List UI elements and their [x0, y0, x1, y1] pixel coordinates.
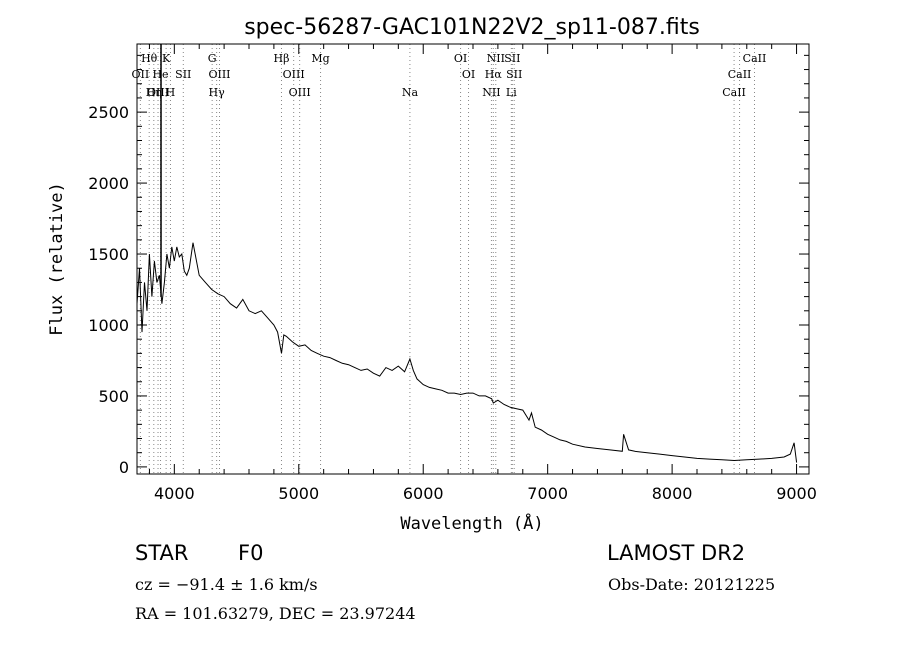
marker-label-3: Hβ: [274, 52, 290, 65]
marker-label-15: Hα: [485, 68, 503, 81]
redshift-text: cz = −91.4 ± 1.6 km/s: [135, 575, 318, 594]
marker-label-7: SII: [504, 52, 520, 65]
y-tick-label-0: 0: [119, 458, 129, 477]
marker-label-9: OII: [132, 68, 150, 81]
marker-label-0: Hθ: [141, 52, 158, 65]
plot-frame: [136, 43, 810, 475]
marker-label-2: G: [208, 52, 217, 65]
y-tick-label-1000: 1000: [88, 316, 129, 335]
obs-date-text: Obs-Date: 20121225: [608, 575, 776, 594]
line-markers: [139, 44, 755, 474]
marker-label-22: OIII: [289, 86, 311, 99]
marker-label-5: OI: [454, 52, 467, 65]
x-tick-label-8000: 8000: [652, 484, 693, 503]
y-tick-label-500: 500: [98, 387, 129, 406]
x-tick-label-4000: 4000: [154, 484, 195, 503]
x-axis-ticks: 4000 5000 6000 7000 8000 9000: [148, 44, 817, 503]
marker-label-21: Hγ: [209, 86, 226, 99]
marker-label-4: Mg: [311, 52, 329, 65]
marker-label-18: OIII: [147, 86, 169, 99]
marker-label-6: NII: [487, 52, 505, 65]
survey-label: LAMOST DR2: [607, 541, 746, 565]
chart-title: spec-56287-GAC101N22V2_sp11-087.fits: [244, 15, 700, 40]
marker-label-1: K: [162, 52, 171, 65]
marker-label-23: Na: [402, 86, 419, 99]
marker-label-8: CaII: [743, 52, 767, 65]
x-axis-label: Wavelength (Å): [400, 512, 543, 534]
marker-label-24: NII: [482, 86, 500, 99]
coordinates-text: RA = 101.63279, DEC = 23.97244: [135, 604, 416, 623]
marker-label-11: SII: [175, 68, 191, 81]
marker-label-19: Hη: [146, 86, 162, 99]
spectrum-chart: spec-56287-GAC101N22V2_sp11-087.fits Hθ K…: [47, 15, 817, 534]
marker-label-17: CaII: [728, 68, 752, 81]
marker-label-13: OIII: [283, 68, 305, 81]
y-axis-label: Flux (relative): [47, 182, 67, 336]
x-tick-label-9000: 9000: [776, 484, 817, 503]
subclass-label: F0: [238, 541, 264, 565]
x-tick-label-7000: 7000: [527, 484, 568, 503]
line-marker-labels: HθKGHβMgOINIISIICaIIOIIHeSIIOIIIOIIIOIHα…: [132, 52, 767, 99]
y-tick-label-2000: 2000: [88, 174, 129, 193]
marker-label-20: H: [166, 86, 176, 99]
spectrum-series-line: [136, 242, 798, 463]
y-tick-label-1500: 1500: [88, 245, 129, 264]
y-axis-ticks: 0 500 1000 1500 2000 2500: [88, 54, 809, 477]
marker-label-14: OI: [462, 68, 475, 81]
x-tick-label-6000: 6000: [403, 484, 444, 503]
x-tick-label-5000: 5000: [278, 484, 319, 503]
star-class-label: STAR: [135, 541, 189, 565]
y-tick-label-2500: 2500: [88, 103, 129, 122]
marker-label-12: OIII: [208, 68, 230, 81]
marker-label-26: CaII: [722, 86, 746, 99]
marker-label-16: SII: [506, 68, 522, 81]
marker-label-25: Li: [506, 86, 517, 99]
